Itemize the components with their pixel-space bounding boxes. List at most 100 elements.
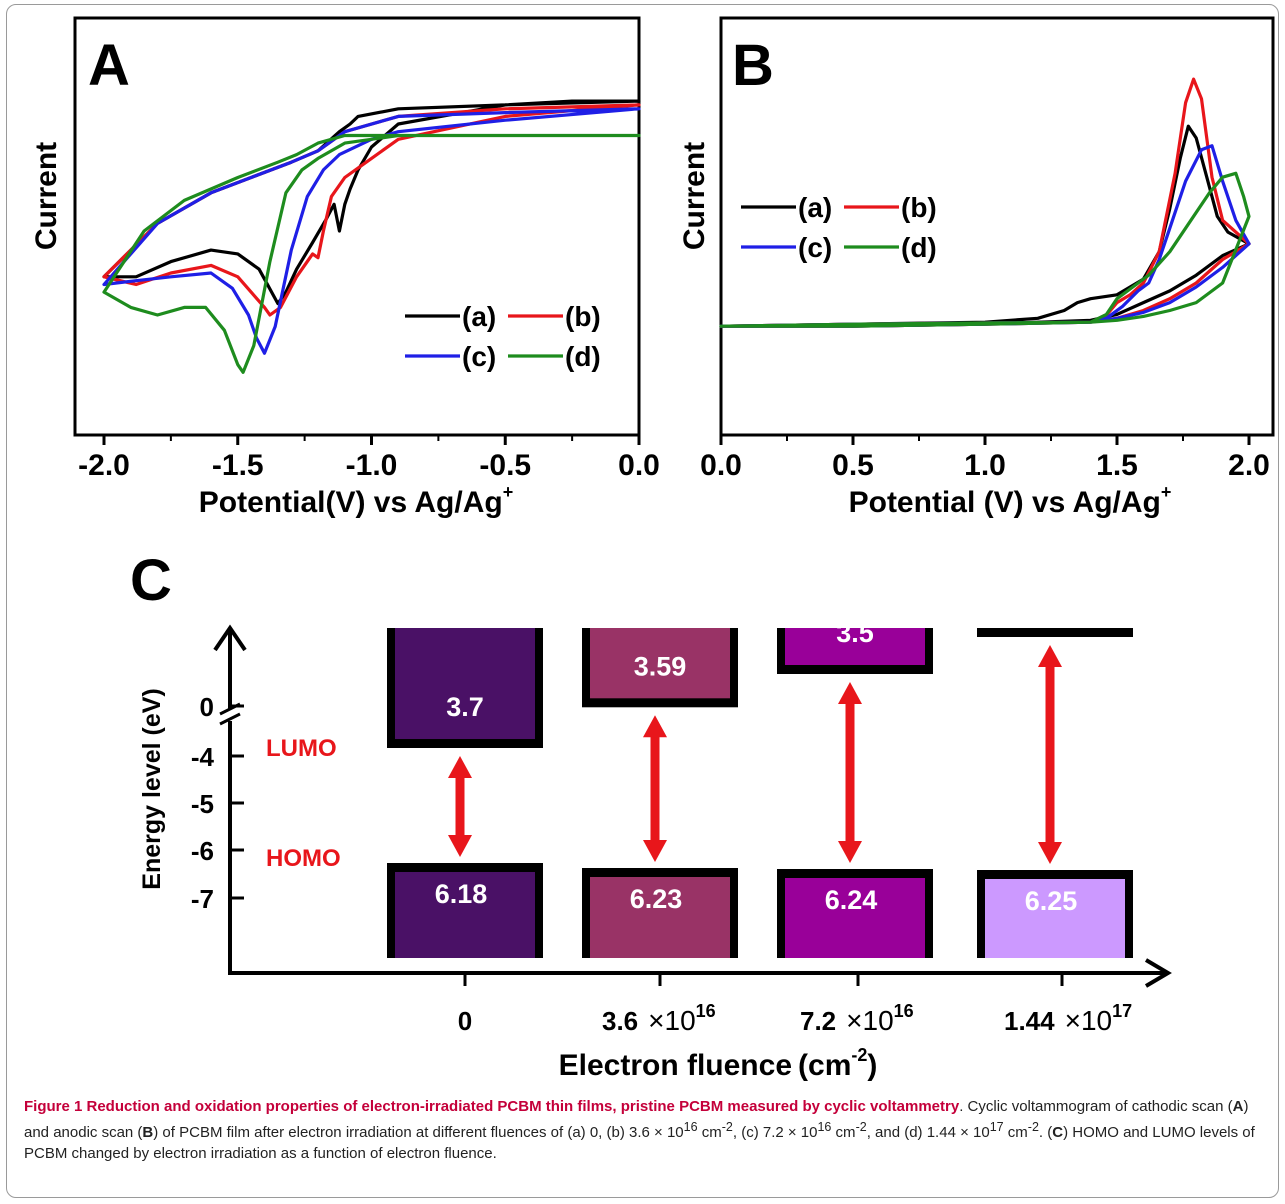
- lumo-value-label: 3.59: [634, 651, 687, 681]
- panel-b-letter: B: [732, 33, 774, 98]
- homo-value-label: 6.24: [825, 885, 878, 915]
- panel-c-y-ticks: 0 -4 -5 -6 -7: [191, 692, 244, 914]
- x-tick-label: 2.0: [1228, 449, 1270, 482]
- x-tick-label: 1.44 ×1017: [1004, 1001, 1132, 1036]
- panel-c-y-arrowhead: [213, 624, 247, 652]
- caption-text: ) and anodic scan (: [24, 1098, 1249, 1141]
- homo-box: [590, 877, 730, 958]
- lumo-box: [785, 628, 925, 665]
- caption-ref-c: C: [1052, 1124, 1064, 1141]
- panel-a-curves: [102, 99, 641, 374]
- homo-value-label: 6.18: [435, 879, 488, 909]
- y-tick-label: -6: [191, 836, 214, 866]
- panel-c-x-ticks: 0 3.6 ×1016 7.2 ×1016 1.44 ×1017: [458, 973, 1132, 1036]
- bandgap-arrow-head-down: [643, 840, 667, 862]
- caption-exponent: -2: [1027, 1120, 1039, 1134]
- panel-b-frame: [719, 16, 1275, 437]
- panel-c: C Energy level (eV) 0-4-5-6-7 LUMO HOMO …: [130, 548, 1172, 1082]
- panel-c-ylabel: Energy level (eV): [138, 688, 166, 889]
- lumo-label: LUMO: [266, 735, 337, 762]
- bandgap-arrow-head-up: [643, 715, 667, 738]
- homo-value-label: 6.23: [630, 884, 683, 914]
- bandgap-arrow-head-up: [1038, 645, 1062, 667]
- legend-label-b: (b): [565, 301, 601, 332]
- panel-a-xlabel: Potential(V) vs Ag/Ag+: [199, 482, 513, 519]
- panel-c-letter: C: [130, 548, 172, 613]
- x-tick-label: 1.5: [1096, 449, 1138, 482]
- x-tick-label: 7.2 ×1016: [800, 1001, 914, 1036]
- cv-curve-d: [102, 133, 641, 374]
- caption-exponent: 16: [683, 1120, 698, 1134]
- cv-curve-c: [102, 107, 641, 355]
- homo-box: [785, 878, 925, 958]
- lumo-value-label: 3.7: [446, 692, 484, 722]
- bandgap-arrow-head-up: [448, 756, 472, 778]
- legend-label-d: (d): [901, 232, 937, 263]
- lumo-box-frame: [977, 628, 1133, 637]
- y-tick-label: -7: [191, 884, 214, 914]
- panel-a-letter: A: [88, 33, 130, 98]
- y-tick-label: 0: [200, 692, 214, 722]
- caption-ref-b: B: [142, 1124, 154, 1141]
- figure-canvas: A Current -2.0 -1.5 -1.0 -0.5 0.0 (a) (b)(c)(…: [30, 16, 1275, 1082]
- legend-label-b: (b): [901, 192, 937, 223]
- x-tick-label: 0.0: [618, 449, 660, 482]
- homo-box: [395, 872, 535, 958]
- panel-b-legend: (a) (b) (c) (d): [741, 192, 937, 263]
- panel-c-level-boxes: 3.7 6.18 3.59 6.23 3.5 6.24 3.4 6.25: [387, 581, 1133, 958]
- x-tick-label: -1.5: [212, 449, 264, 482]
- x-tick-label: 0.0: [700, 449, 742, 482]
- x-tick-label: -0.5: [479, 449, 531, 482]
- x-tick-label: 3.6 ×1016: [602, 1001, 716, 1036]
- x-tick-label: 1.0: [964, 449, 1006, 482]
- caption-ref-a: A: [1232, 1098, 1244, 1115]
- caption-text: ) of PCBM film after electron irradiatio…: [153, 1124, 684, 1141]
- panel-c-xlabel: Electron fluence (cm-2): [559, 1045, 878, 1082]
- y-tick-label: -4: [191, 742, 215, 772]
- caption-text: cm: [831, 1124, 856, 1141]
- bandgap-arrow-head-down: [448, 835, 472, 857]
- panel-c-axis-break-mark-2: [219, 712, 241, 726]
- cv-curve-c: [719, 144, 1251, 328]
- legend-label-a: (a): [462, 301, 496, 332]
- panel-a: A Current -2.0 -1.5 -1.0 -0.5 0.0 (a) (b)(c)(…: [30, 16, 660, 519]
- caption-text: , (c) 7.2 × 10: [732, 1124, 818, 1141]
- caption-text: cm: [1003, 1124, 1028, 1141]
- homo-box: [985, 879, 1125, 958]
- homo-value-label: 6.25: [1025, 886, 1078, 916]
- figure-frame: [6, 4, 1279, 1198]
- panel-b-x-ticks: 0.0 0.5 1.0 1.5 2.0: [700, 435, 1270, 482]
- x-tick-label: 0: [458, 1006, 472, 1036]
- panel-b-curves: [719, 77, 1251, 328]
- panel-a-x-ticks: -2.0 -1.5 -1.0 -0.5 0.0: [78, 435, 660, 482]
- x-tick-label: -1.0: [346, 449, 398, 482]
- bandgap-arrow-head-up: [838, 682, 862, 704]
- panel-b: B Current 0.0 0.5 1.0 1.5 2.0 (a) (b) (c) (d) P…: [678, 16, 1275, 519]
- homo-label: HOMO: [266, 845, 341, 872]
- legend-label-c: (c): [462, 341, 496, 372]
- caption-exponent: -2: [855, 1120, 867, 1134]
- panel-b-xlabel: Potential (V) vs Ag/Ag+: [849, 482, 1172, 519]
- caption-text: ) HOMO and LUMO levels of PCBM changed b…: [24, 1124, 1255, 1162]
- legend-label-c: (c): [798, 232, 832, 263]
- cv-curve-d: [719, 171, 1251, 328]
- caption-text: cm: [697, 1124, 722, 1141]
- caption-exponent: 16: [817, 1120, 832, 1134]
- bandgap-arrow-head-down: [1038, 842, 1062, 864]
- caption-text: . (: [1038, 1124, 1053, 1141]
- bandgap-arrow-head-down: [838, 841, 862, 863]
- caption-title: Figure 1 Reduction and oxidation propert…: [24, 1098, 960, 1115]
- lumo-box: [395, 628, 535, 739]
- caption-exponent: -2: [721, 1120, 733, 1134]
- lumo-value-label: 3.5: [836, 618, 874, 648]
- y-tick-label: -5: [191, 789, 214, 819]
- x-tick-label: 0.5: [832, 449, 874, 482]
- panel-b-ylabel: Current: [678, 142, 711, 250]
- legend-label-a: (a): [798, 192, 832, 223]
- legend-label-d: (d): [565, 341, 601, 372]
- caption-text: . Cyclic voltammogram of cathodic scan (: [959, 1098, 1233, 1115]
- panel-a-ylabel: Current: [30, 142, 63, 250]
- caption-exponent: 17: [989, 1120, 1004, 1134]
- panel-a-legend: (a) (b) (c) (d): [405, 301, 601, 372]
- caption-text: , and (d) 1.44 × 10: [866, 1124, 990, 1141]
